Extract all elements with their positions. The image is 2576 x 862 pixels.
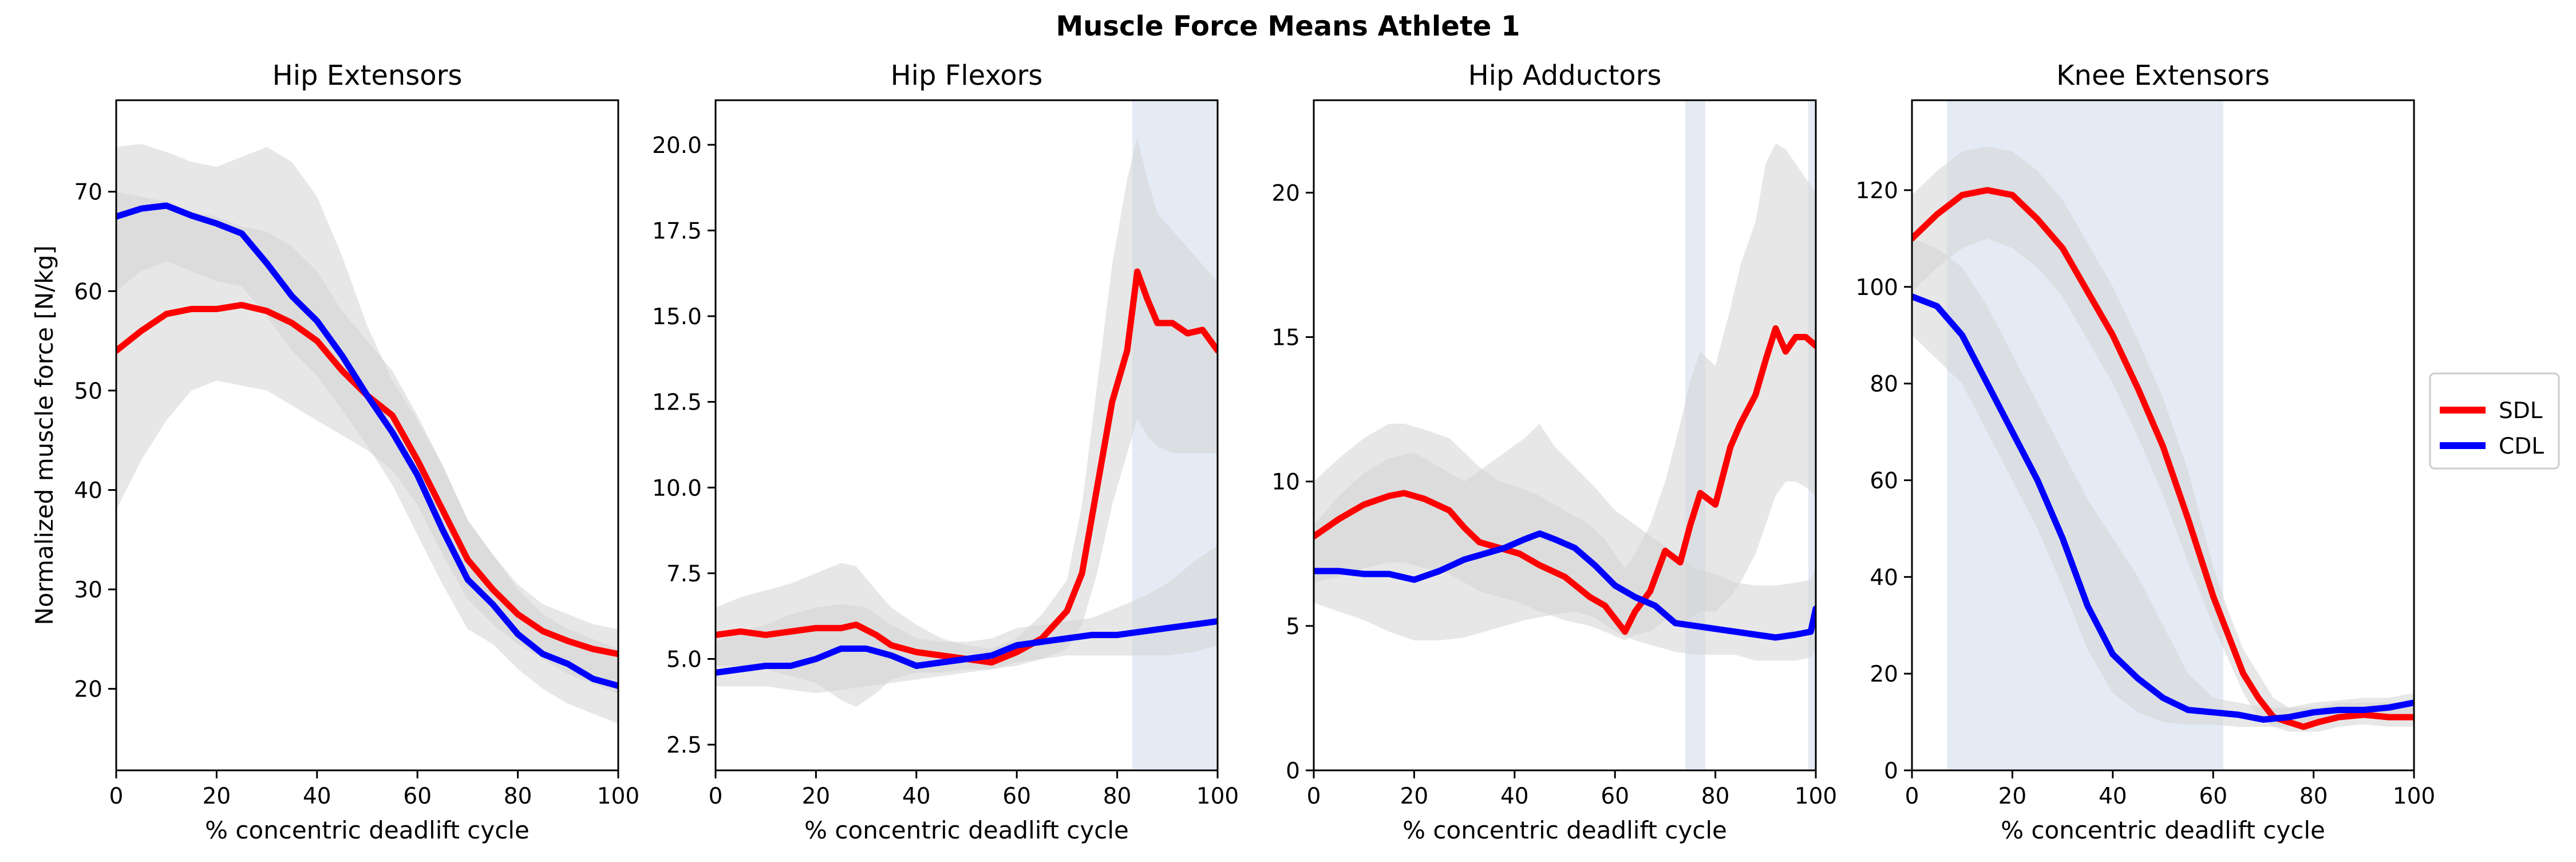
axes-frame <box>1313 99 1817 772</box>
x-axis-label: % concentric deadlift cycle <box>205 816 530 844</box>
axes-frame <box>714 99 1219 772</box>
x-tick-label: 20 <box>203 784 231 809</box>
plot-area <box>116 144 618 724</box>
x-tick-label: 20 <box>1400 784 1429 809</box>
plot-area <box>1912 100 2414 770</box>
figure-title: Muscle Force Means Athlete 1 <box>1056 10 1520 42</box>
x-tick-label: 60 <box>2199 784 2227 809</box>
x-tick-label: 100 <box>597 784 639 809</box>
series-line-cdl <box>1912 293 2414 723</box>
x-axis-label: % concentric deadlift cycle <box>2001 816 2325 844</box>
axes-frame <box>1911 99 2415 772</box>
series-line-sdl <box>1912 187 2414 730</box>
panel-3: 0 20 40 60 80 100 0 5 10 15 20 Hip Adductors % conce… <box>1271 60 1837 844</box>
plot-area <box>716 100 1218 770</box>
x-tick-label: 40 <box>303 784 331 809</box>
x-tick-label: 40 <box>1500 784 1529 809</box>
x-tick-label: 0 <box>1307 784 1321 809</box>
y-tick-label: 20 <box>74 677 102 703</box>
x-axis-label: % concentric deadlift cycle <box>1402 816 1727 844</box>
y-tick-label: 5 <box>1286 614 1300 640</box>
y-tick-label: 17.5 <box>652 218 702 244</box>
series-line-sdl <box>1314 325 1816 635</box>
panel-4: 0 20 40 60 80 100 0 20 40 60 80 100 120 Knee Extensor… <box>1856 60 2436 844</box>
plot-area <box>1314 100 1816 770</box>
x-tick-label: 0 <box>109 784 124 809</box>
legend-label-sdl: SDL <box>2499 398 2543 424</box>
y-tick-label: 0 <box>1884 758 1898 784</box>
x-tick-label: 40 <box>902 784 931 809</box>
y-tick-label: 100 <box>1856 275 1898 301</box>
y-tick-label: 12.5 <box>652 390 702 416</box>
sd-band-cdl <box>116 144 618 724</box>
x-tick-label: 40 <box>2099 784 2127 809</box>
panel-title: Knee Extensors <box>2056 60 2270 92</box>
y-tick-label: 7.5 <box>666 561 702 587</box>
panel-1: 0 20 40 60 80 100 20 30 40 50 60 70 Hip Extensors % c… <box>30 60 639 844</box>
y-tick-label: 0 <box>1286 758 1300 784</box>
axes-frame <box>115 99 619 772</box>
y-tick-label: 60 <box>1870 469 1898 494</box>
y-tick-label: 80 <box>1870 372 1898 397</box>
y-tick-label: 15 <box>1271 325 1300 351</box>
x-tick-label: 60 <box>1601 784 1629 809</box>
y-tick-label: 30 <box>74 577 102 603</box>
y-tick-label: 20 <box>1870 662 1898 687</box>
y-tick-label: 10.0 <box>652 475 702 501</box>
y-tick-label: 120 <box>1856 178 1898 204</box>
x-tick-label: 0 <box>1905 784 1919 809</box>
x-tick-label: 80 <box>2300 784 2328 809</box>
panel-title: Hip Adductors <box>1468 60 1662 92</box>
series-line-cdl <box>116 202 618 689</box>
x-tick-label: 20 <box>1998 784 2027 809</box>
x-tick-label: 0 <box>709 784 723 809</box>
y-axis-label: Normalized muscle force [N/kg] <box>30 245 58 625</box>
legend: SDL CDL <box>2429 372 2560 470</box>
x-axis-label: % concentric deadlift cycle <box>804 816 1129 844</box>
series-line-cdl <box>1314 530 1816 641</box>
y-tick-label: 40 <box>74 478 102 503</box>
y-tick-label: 10 <box>1271 470 1300 495</box>
y-tick-label: 40 <box>1870 565 1898 591</box>
y-tick-label: 20.0 <box>652 133 702 159</box>
sd-band-sdl <box>716 137 1218 707</box>
y-tick-label: 15.0 <box>652 304 702 330</box>
y-tick-label: 2.5 <box>666 733 702 758</box>
x-tick-label: 100 <box>2393 784 2435 809</box>
x-tick-label: 100 <box>1196 784 1239 809</box>
series-line-cdl <box>716 618 1218 676</box>
x-tick-label: 60 <box>403 784 432 809</box>
y-tick-label: 60 <box>74 279 102 305</box>
x-tick-label: 80 <box>504 784 532 809</box>
panel-title: Hip Extensors <box>272 60 463 92</box>
panel-title: Hip Flexors <box>891 60 1043 92</box>
y-tick-label: 70 <box>74 180 102 206</box>
sd-band-cdl <box>716 546 1218 694</box>
x-tick-label: 80 <box>1103 784 1132 809</box>
sd-band-cdl <box>1912 238 2414 727</box>
panel-2: 0 20 40 60 80 100 2.5 5.0 7.5 10.0 12.5 15.0 17.5 20.… <box>652 60 1239 844</box>
x-tick-label: 60 <box>1002 784 1031 809</box>
x-tick-label: 100 <box>1795 784 1837 809</box>
series-line-sdl <box>716 268 1218 666</box>
legend-label-cdl: CDL <box>2499 434 2544 459</box>
x-tick-label: 80 <box>1701 784 1730 809</box>
y-tick-label: 50 <box>74 379 102 404</box>
y-tick-label: 5.0 <box>666 647 702 672</box>
y-tick-label: 20 <box>1271 180 1300 206</box>
x-tick-label: 20 <box>802 784 831 809</box>
